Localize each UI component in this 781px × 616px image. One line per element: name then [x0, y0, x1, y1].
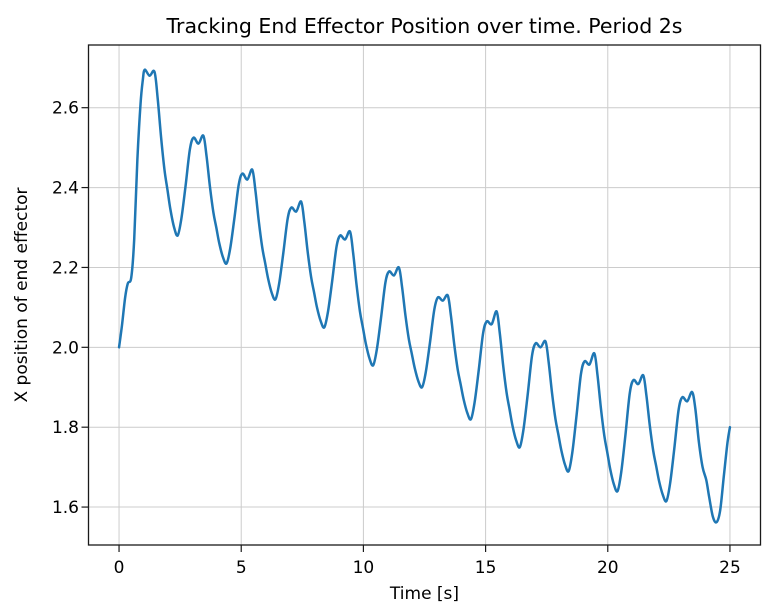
chart-title: Tracking End Effector Position over time… [166, 14, 683, 38]
tick-layer: 0 5 10 15 20 25 1.6 1.8 2.0 2.2 2.4 2.6 [52, 99, 741, 578]
y-tick-label: 1.6 [52, 498, 79, 518]
y-tick-label: 2.2 [52, 258, 79, 278]
x-tick-label: 10 [353, 558, 375, 578]
series-layer [117, 68, 732, 524]
x-tick-label: 25 [719, 558, 741, 578]
x-tick-label: 0 [114, 558, 125, 578]
y-tick-label: 2.0 [52, 338, 79, 358]
y-tick-label: 1.8 [52, 418, 79, 438]
x-tick-label: 5 [236, 558, 247, 578]
y-axis-label: X position of end effector [12, 187, 32, 402]
y-tick-label: 2.4 [52, 179, 79, 199]
x-tick-label: 20 [597, 558, 619, 578]
axes-frame [87, 44, 762, 546]
grid-layer [88, 45, 761, 545]
x-axis-label: Time [s] [389, 584, 459, 604]
y-tick-label: 2.6 [52, 99, 79, 119]
x-tick-label: 15 [475, 558, 497, 578]
series-line [117, 68, 732, 524]
